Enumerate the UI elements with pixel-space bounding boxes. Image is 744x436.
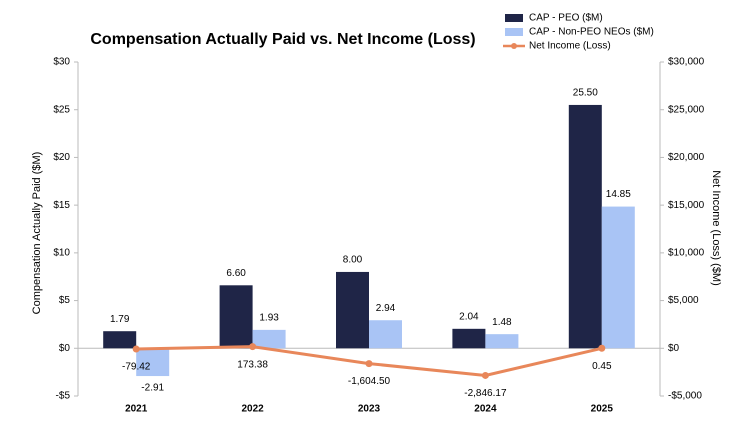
data-label: 14.85 bbox=[606, 189, 631, 200]
chart-title: Compensation Actually Paid vs. Net Incom… bbox=[90, 31, 475, 48]
bar bbox=[336, 271, 369, 349]
y2-tick-label: $5,000 bbox=[668, 295, 699, 306]
x-tick-label: 2022 bbox=[241, 404, 264, 415]
data-label: 0.45 bbox=[592, 361, 612, 372]
y2-tick-label: $30,000 bbox=[668, 57, 705, 68]
y-axis-title: Compensation Actually Paid ($M) bbox=[31, 152, 43, 315]
bar bbox=[252, 329, 286, 349]
bar bbox=[452, 328, 486, 349]
data-label: 6.60 bbox=[226, 268, 246, 279]
bar bbox=[103, 331, 137, 349]
y2-tick-label: -$5,000 bbox=[668, 391, 702, 402]
legend-label: Net Income (Loss) bbox=[529, 41, 611, 52]
line-marker bbox=[598, 344, 606, 352]
data-label: 2.94 bbox=[376, 303, 396, 314]
data-label: 173.38 bbox=[237, 359, 268, 370]
y-tick-label: $25 bbox=[53, 104, 70, 115]
data-label: 1.93 bbox=[259, 313, 279, 324]
y2-tick-label: $20,000 bbox=[668, 152, 705, 163]
legend-label: CAP - PEO ($M) bbox=[529, 13, 603, 24]
y-tick-label: $30 bbox=[53, 57, 70, 68]
bar bbox=[136, 348, 170, 377]
line-marker bbox=[365, 360, 373, 368]
x-tick-label: 2021 bbox=[125, 404, 148, 415]
y2-tick-label: $25,000 bbox=[668, 104, 705, 115]
y2-tick-label: $10,000 bbox=[668, 247, 705, 258]
data-label: -2,846.17 bbox=[464, 388, 507, 399]
legend-swatch bbox=[505, 14, 523, 22]
bar bbox=[601, 206, 635, 349]
legend-swatch bbox=[505, 28, 523, 36]
legend-swatch bbox=[511, 43, 517, 49]
line-marker bbox=[249, 343, 257, 351]
y-tick-label: $10 bbox=[53, 247, 70, 258]
data-label: 8.00 bbox=[343, 255, 363, 266]
x-tick-label: 2025 bbox=[591, 404, 614, 415]
y2-tick-label: $0 bbox=[668, 343, 680, 354]
x-tick-label: 2024 bbox=[474, 404, 497, 415]
line-marker bbox=[132, 345, 140, 353]
line-marker bbox=[481, 371, 489, 379]
y-tick-label: $5 bbox=[59, 295, 71, 306]
legend-label: CAP - Non-PEO NEOs ($M) bbox=[529, 27, 654, 38]
x-tick-label: 2023 bbox=[358, 404, 381, 415]
bar bbox=[369, 320, 402, 349]
data-label: 25.50 bbox=[573, 88, 598, 99]
bar bbox=[485, 334, 519, 349]
data-label: -79.42 bbox=[122, 362, 151, 373]
bar bbox=[219, 285, 253, 349]
y2-tick-label: $15,000 bbox=[668, 200, 705, 211]
bar bbox=[568, 104, 602, 349]
y-tick-label: $0 bbox=[59, 343, 71, 354]
data-label: 2.04 bbox=[459, 311, 479, 322]
data-label: 1.79 bbox=[110, 314, 130, 325]
data-label: 1.48 bbox=[492, 317, 512, 328]
data-label: -1,604.50 bbox=[348, 376, 391, 387]
y-tick-label: $15 bbox=[53, 200, 70, 211]
y-tick-label: -$5 bbox=[56, 391, 71, 402]
data-label: -2.91 bbox=[141, 383, 164, 394]
y2-axis-title: Net Income (Loss) ($M) bbox=[710, 170, 722, 286]
y-tick-label: $20 bbox=[53, 152, 70, 163]
